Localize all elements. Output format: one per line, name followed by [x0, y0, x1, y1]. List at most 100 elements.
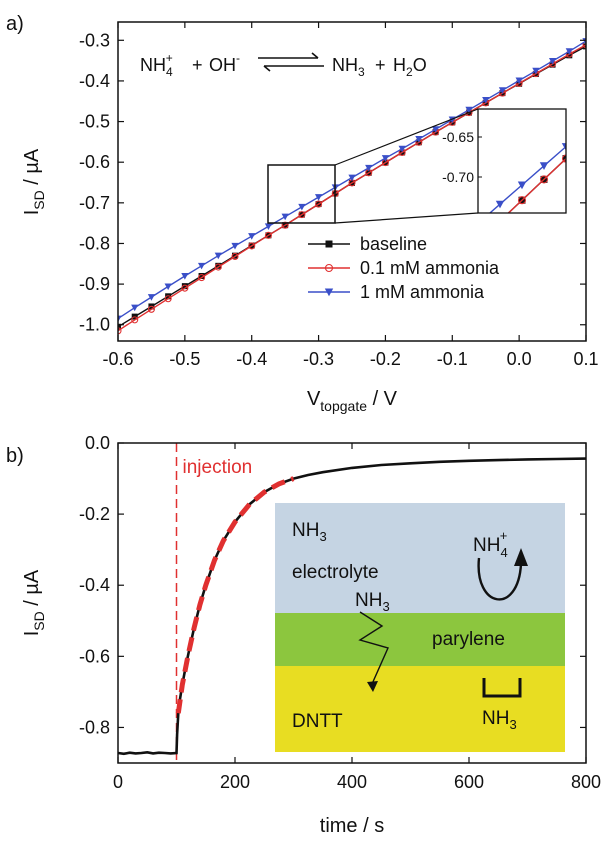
equation-ammonium-sub: 4	[166, 65, 173, 79]
data-point	[214, 252, 222, 260]
data-point	[415, 136, 423, 143]
inset-frame	[477, 108, 567, 214]
data-point	[381, 155, 390, 162]
data-point	[165, 293, 172, 300]
data-point	[147, 305, 155, 313]
inset-data-point	[452, 239, 460, 247]
equation-water-sub: 2	[406, 65, 413, 79]
inset-data-point	[561, 154, 566, 163]
plot-a-legend: baseline 0.1 mM ammonia 1 mM ammonia	[308, 234, 500, 302]
x-tick-label: 600	[454, 772, 484, 792]
y-tick-label: -0.4	[79, 575, 110, 595]
data-point	[498, 87, 507, 94]
svg-text:NH3: NH3	[292, 520, 327, 544]
inset-axes: -0.65 -0.70	[442, 129, 482, 185]
equation-plus-1: +	[192, 55, 203, 75]
diffusion-arrowhead-icon	[367, 681, 378, 692]
injection-label: injection	[183, 457, 253, 478]
parylene-label: parylene	[432, 629, 505, 650]
x-tick-label: 200	[220, 772, 250, 792]
panel-a-label: a)	[6, 13, 24, 35]
data-point	[164, 283, 172, 291]
plot-b-xlabel: time / s	[320, 815, 384, 837]
data-point	[131, 304, 139, 312]
data-point	[131, 316, 139, 324]
parylene-layer	[275, 613, 565, 666]
data-point	[181, 284, 189, 292]
inset-data-point	[561, 143, 566, 151]
x-tick-label: 400	[337, 772, 367, 792]
diffusing-molecule-sub: 3	[382, 599, 389, 614]
data-point	[582, 41, 586, 49]
equation-hydroxide: OH	[209, 55, 236, 75]
data-point	[565, 48, 573, 55]
y-tick-label: -0.8	[79, 233, 110, 253]
inset-data-point	[517, 196, 527, 205]
inset-background	[478, 109, 566, 213]
x-tick-label: -0.3	[303, 349, 334, 369]
svg-text:OH-: OH-	[209, 51, 240, 75]
data-point	[118, 315, 122, 323]
y-tick-label: -0.3	[79, 30, 110, 50]
ammonium-ion: NH	[473, 535, 500, 556]
data-point	[465, 106, 473, 114]
data-point	[566, 52, 573, 59]
x-tick-label: -0.4	[236, 349, 267, 369]
plot-b-series-group	[118, 457, 586, 756]
data-point	[281, 213, 289, 221]
data-point	[248, 242, 256, 250]
data-point	[315, 200, 323, 208]
data-point	[548, 58, 557, 65]
ammonium-ion-sup: +	[500, 528, 508, 543]
zoom-region-box	[267, 164, 336, 224]
electrolyte-molecule-sub: 3	[319, 529, 326, 544]
data-point	[298, 203, 306, 211]
data-point	[298, 211, 306, 219]
data-point	[197, 262, 206, 270]
inset-data-point	[497, 218, 504, 225]
electrolyte-layer	[275, 503, 565, 613]
data-point	[431, 126, 440, 133]
plot-b-axes: 0 200 400 600 800 0.0 -0.2 -0.4 -0.6 -0.8	[79, 433, 601, 792]
x-tick-label: -0.5	[169, 349, 200, 369]
inset-data-point	[475, 238, 482, 245]
data-point	[348, 174, 356, 182]
equation-ammonia-sub: 3	[358, 65, 365, 79]
fit-line	[175, 476, 295, 714]
x-tick-label: 800	[571, 772, 601, 792]
conversion-arrowhead-icon	[514, 548, 528, 566]
data-point	[482, 97, 490, 104]
device-schematic: NH3 electrolyte NH4+ NH3 parylene DNTT N…	[275, 503, 565, 752]
y-tick-label: -0.4	[79, 71, 110, 91]
electrolyte-label: electrolyte	[292, 562, 379, 583]
inset-data-point	[474, 220, 482, 228]
trapped-molecule-sub: 3	[509, 717, 516, 732]
inset-data-point	[562, 155, 566, 163]
inset-series-group	[452, 143, 566, 247]
data-point	[264, 223, 273, 231]
x-tick-label: -0.1	[437, 349, 468, 369]
legend-label: baseline	[360, 234, 427, 254]
plot-a-frame	[117, 21, 587, 342]
x-tick-label: 0.0	[507, 349, 532, 369]
y-tick-label: -0.2	[79, 504, 110, 524]
svg-text:NH3: NH3	[332, 55, 365, 79]
x-tick-label: 0.1	[573, 349, 598, 369]
equation-plus-2: +	[375, 55, 386, 75]
x-tick-label: -0.6	[102, 349, 133, 369]
inset-data-point	[497, 218, 504, 225]
inset-data-point	[495, 200, 505, 209]
legend-label: 1 mM ammonia	[360, 282, 485, 302]
data-point	[314, 194, 323, 201]
measurement-line	[118, 457, 586, 756]
conversion-arrow-icon	[477, 557, 523, 601]
svg-text:NH3: NH3	[482, 708, 517, 732]
svg-text:NH3: NH3	[355, 590, 390, 614]
data-point	[198, 274, 206, 282]
y-tick-label: -0.7	[79, 193, 110, 213]
diffusion-path-icon	[358, 611, 389, 685]
equation-ammonia: NH	[332, 55, 358, 75]
y-tick-label: -0.6	[79, 152, 110, 172]
panel-b-label: b)	[6, 445, 24, 467]
data-point	[365, 164, 373, 172]
